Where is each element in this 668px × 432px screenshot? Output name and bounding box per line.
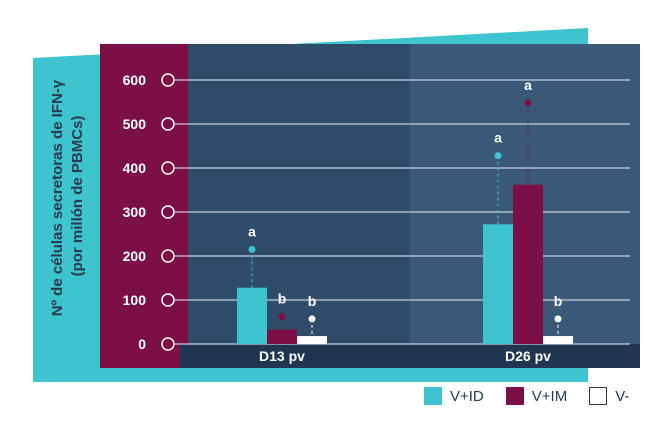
x-tick-label: D13 pv — [259, 348, 305, 364]
legend-item: V+IM — [505, 387, 568, 405]
legend-label: V+IM — [531, 387, 568, 405]
y-tick-marker — [161, 249, 175, 263]
error-dot — [494, 152, 502, 160]
error-dot — [524, 99, 532, 107]
bar — [267, 329, 297, 344]
significance-letter: b — [308, 293, 317, 309]
significance-letter: b — [278, 291, 287, 307]
y-axis-label-line1: Nº de células secretoras de IFN-γ — [49, 79, 66, 316]
y-axis-label-line2: (por millón de PBMCs) — [69, 116, 86, 277]
legend-label: V- — [615, 387, 630, 405]
y-tick-label: 0 — [138, 336, 146, 352]
legend-item: V+ID — [424, 387, 484, 405]
y-axis-label: Nº de células secretoras de IFN-γ (por m… — [49, 76, 86, 317]
error-dot — [248, 245, 256, 253]
x-axis-band — [180, 344, 640, 368]
legend-swatch — [505, 387, 524, 405]
legend: V+ID V+IM V- — [424, 385, 629, 407]
y-tick-marker — [161, 161, 175, 175]
y-tick-marker — [161, 205, 175, 219]
y-tick-marker — [161, 293, 175, 307]
legend-swatch — [424, 387, 442, 405]
legend-label: V+ID — [450, 387, 484, 405]
bar — [513, 184, 543, 344]
legend-swatch — [589, 387, 608, 405]
y-tick-marker — [161, 337, 175, 351]
x-tick-label: D26 pv — [505, 348, 551, 364]
y-tick-marker — [161, 73, 175, 87]
maroon-axis-panel — [100, 44, 188, 368]
significance-letter: b — [554, 293, 563, 309]
y-tick-label: 400 — [123, 160, 147, 176]
bar — [297, 336, 327, 344]
significance-letter: a — [524, 77, 532, 93]
significance-letter: a — [248, 223, 256, 239]
legend-item: V- — [589, 387, 629, 405]
y-tick-label: 200 — [123, 248, 147, 264]
y-tick-label: 100 — [123, 292, 147, 308]
significance-letter: a — [494, 130, 502, 146]
error-dot — [278, 313, 286, 321]
y-tick-label: 300 — [123, 204, 147, 220]
bar — [543, 336, 573, 344]
plot-panel-d13 — [188, 44, 410, 368]
y-tick-label: 500 — [123, 116, 147, 132]
y-tick-marker — [161, 117, 175, 131]
bar — [483, 224, 513, 344]
error-dot — [554, 315, 562, 323]
y-tick-label: 600 — [123, 72, 147, 88]
error-dot — [308, 315, 316, 323]
bar — [237, 287, 267, 344]
